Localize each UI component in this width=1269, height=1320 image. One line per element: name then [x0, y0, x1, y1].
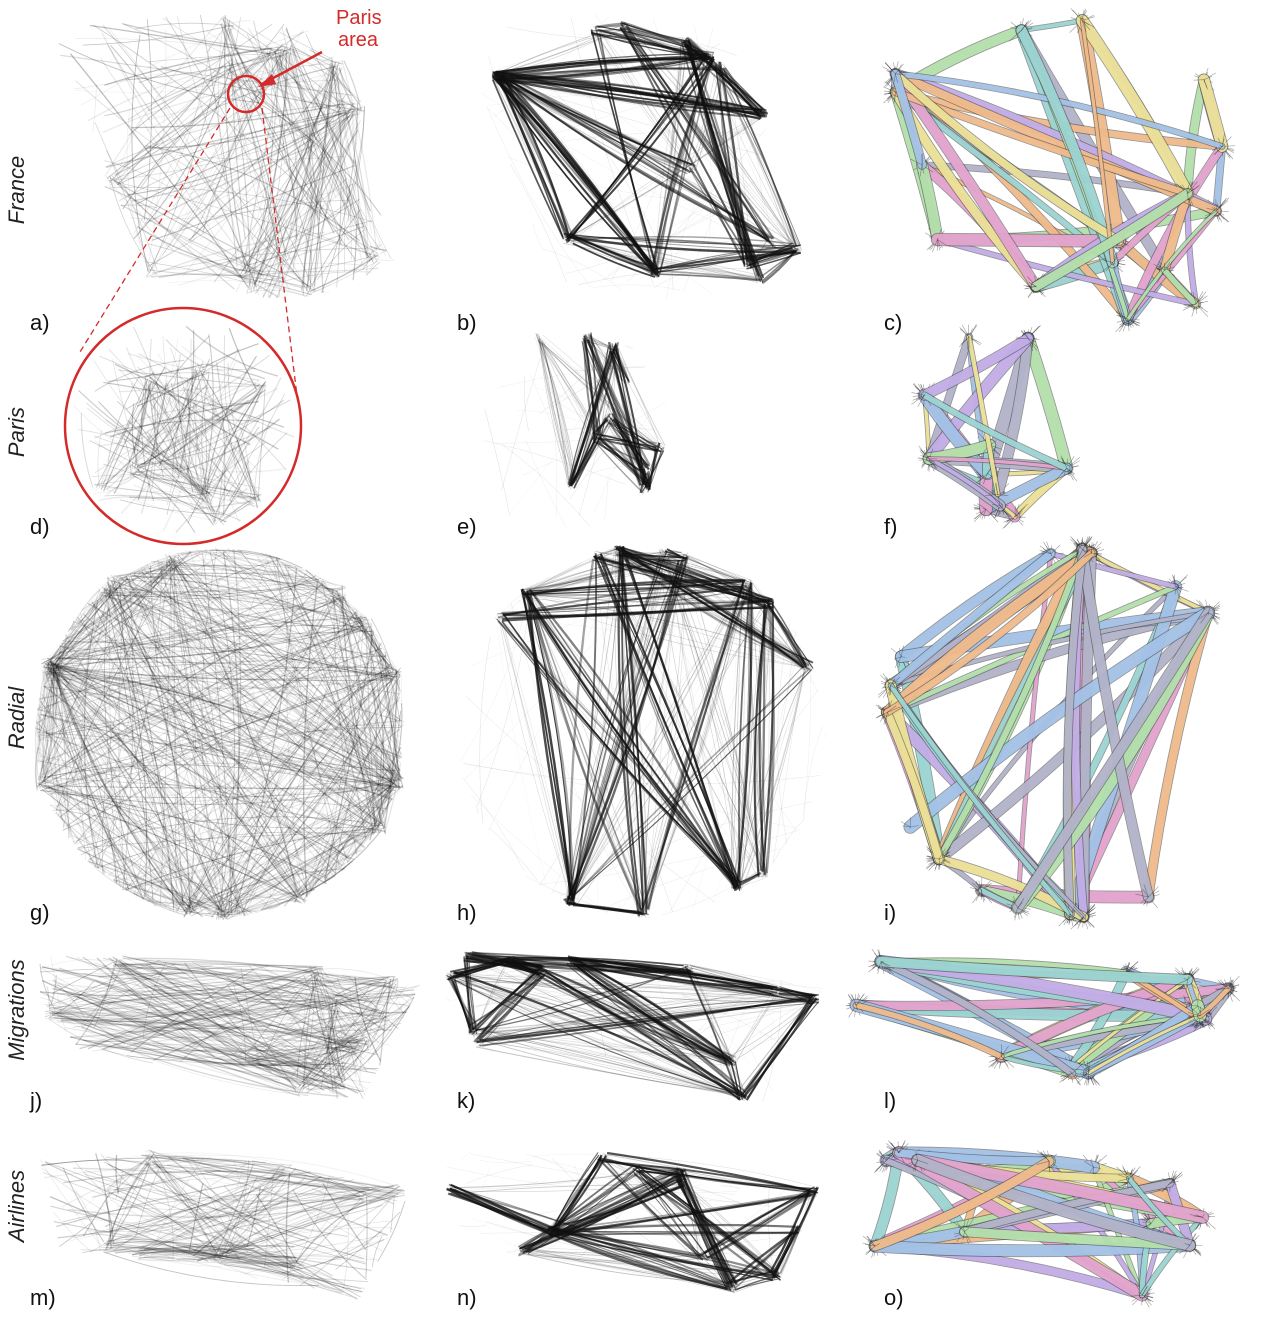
- row-label-migrations: Migrations: [4, 959, 29, 1060]
- row-label-france: France: [4, 156, 29, 224]
- row-label-airlines: Airlines: [4, 1170, 29, 1244]
- panel-o-airlines-colored: [862, 1139, 1216, 1308]
- zoom-line-left: [79, 107, 231, 353]
- panel-n-airlines-bundled: [446, 1151, 820, 1293]
- panel-i-radial-colored: [875, 536, 1221, 930]
- row-label-radial: Radial: [4, 686, 29, 749]
- row-label-paris: Paris: [4, 407, 29, 457]
- panel-label-c: c): [884, 310, 902, 335]
- panel-c-france-colored: [882, 8, 1235, 333]
- panel-label-f: f): [884, 514, 897, 539]
- panel-d-paris-raw: [73, 325, 295, 533]
- panel-e-paris-bundled: [484, 332, 667, 528]
- panel-label-e: e): [457, 514, 477, 539]
- panel-label-o: o): [884, 1285, 904, 1310]
- paris-zoom-circle: [63, 306, 303, 546]
- panel-a-france-raw: [58, 14, 395, 300]
- panel-label-j: j): [29, 1088, 42, 1113]
- panel-h-radial-bundled: [459, 544, 827, 918]
- panel-label-a: a): [30, 310, 50, 335]
- panel-l-migrations-colored: [845, 948, 1240, 1086]
- paris-area-arrowhead: [258, 74, 276, 87]
- paris-area-circle: [226, 74, 266, 114]
- panel-label-i: i): [884, 900, 896, 925]
- panel-label-n: n): [457, 1285, 477, 1310]
- panel-j-migrations-raw: [39, 955, 420, 1100]
- annotation-paris: Paris: [336, 7, 382, 29]
- panel-label-d: d): [30, 514, 50, 539]
- paris-area-highlight: Paris area: [63, 7, 382, 546]
- panel-label-l: l): [884, 1088, 896, 1113]
- panel-label-k: k): [457, 1088, 475, 1113]
- panel-f-paris-colored: [911, 324, 1080, 529]
- panel-label-g: g): [30, 900, 50, 925]
- panel-b-france-bundled: [481, 14, 802, 300]
- panel-label-b: b): [457, 310, 477, 335]
- panel-label-h: h): [457, 900, 477, 925]
- panel-g-radial-raw: [34, 547, 405, 921]
- annotation-area: area: [338, 29, 379, 51]
- panel-m-airlines-raw: [39, 1149, 406, 1300]
- panel-k-migrations-bundled: [444, 951, 824, 1102]
- panel-label-m: m): [30, 1285, 56, 1310]
